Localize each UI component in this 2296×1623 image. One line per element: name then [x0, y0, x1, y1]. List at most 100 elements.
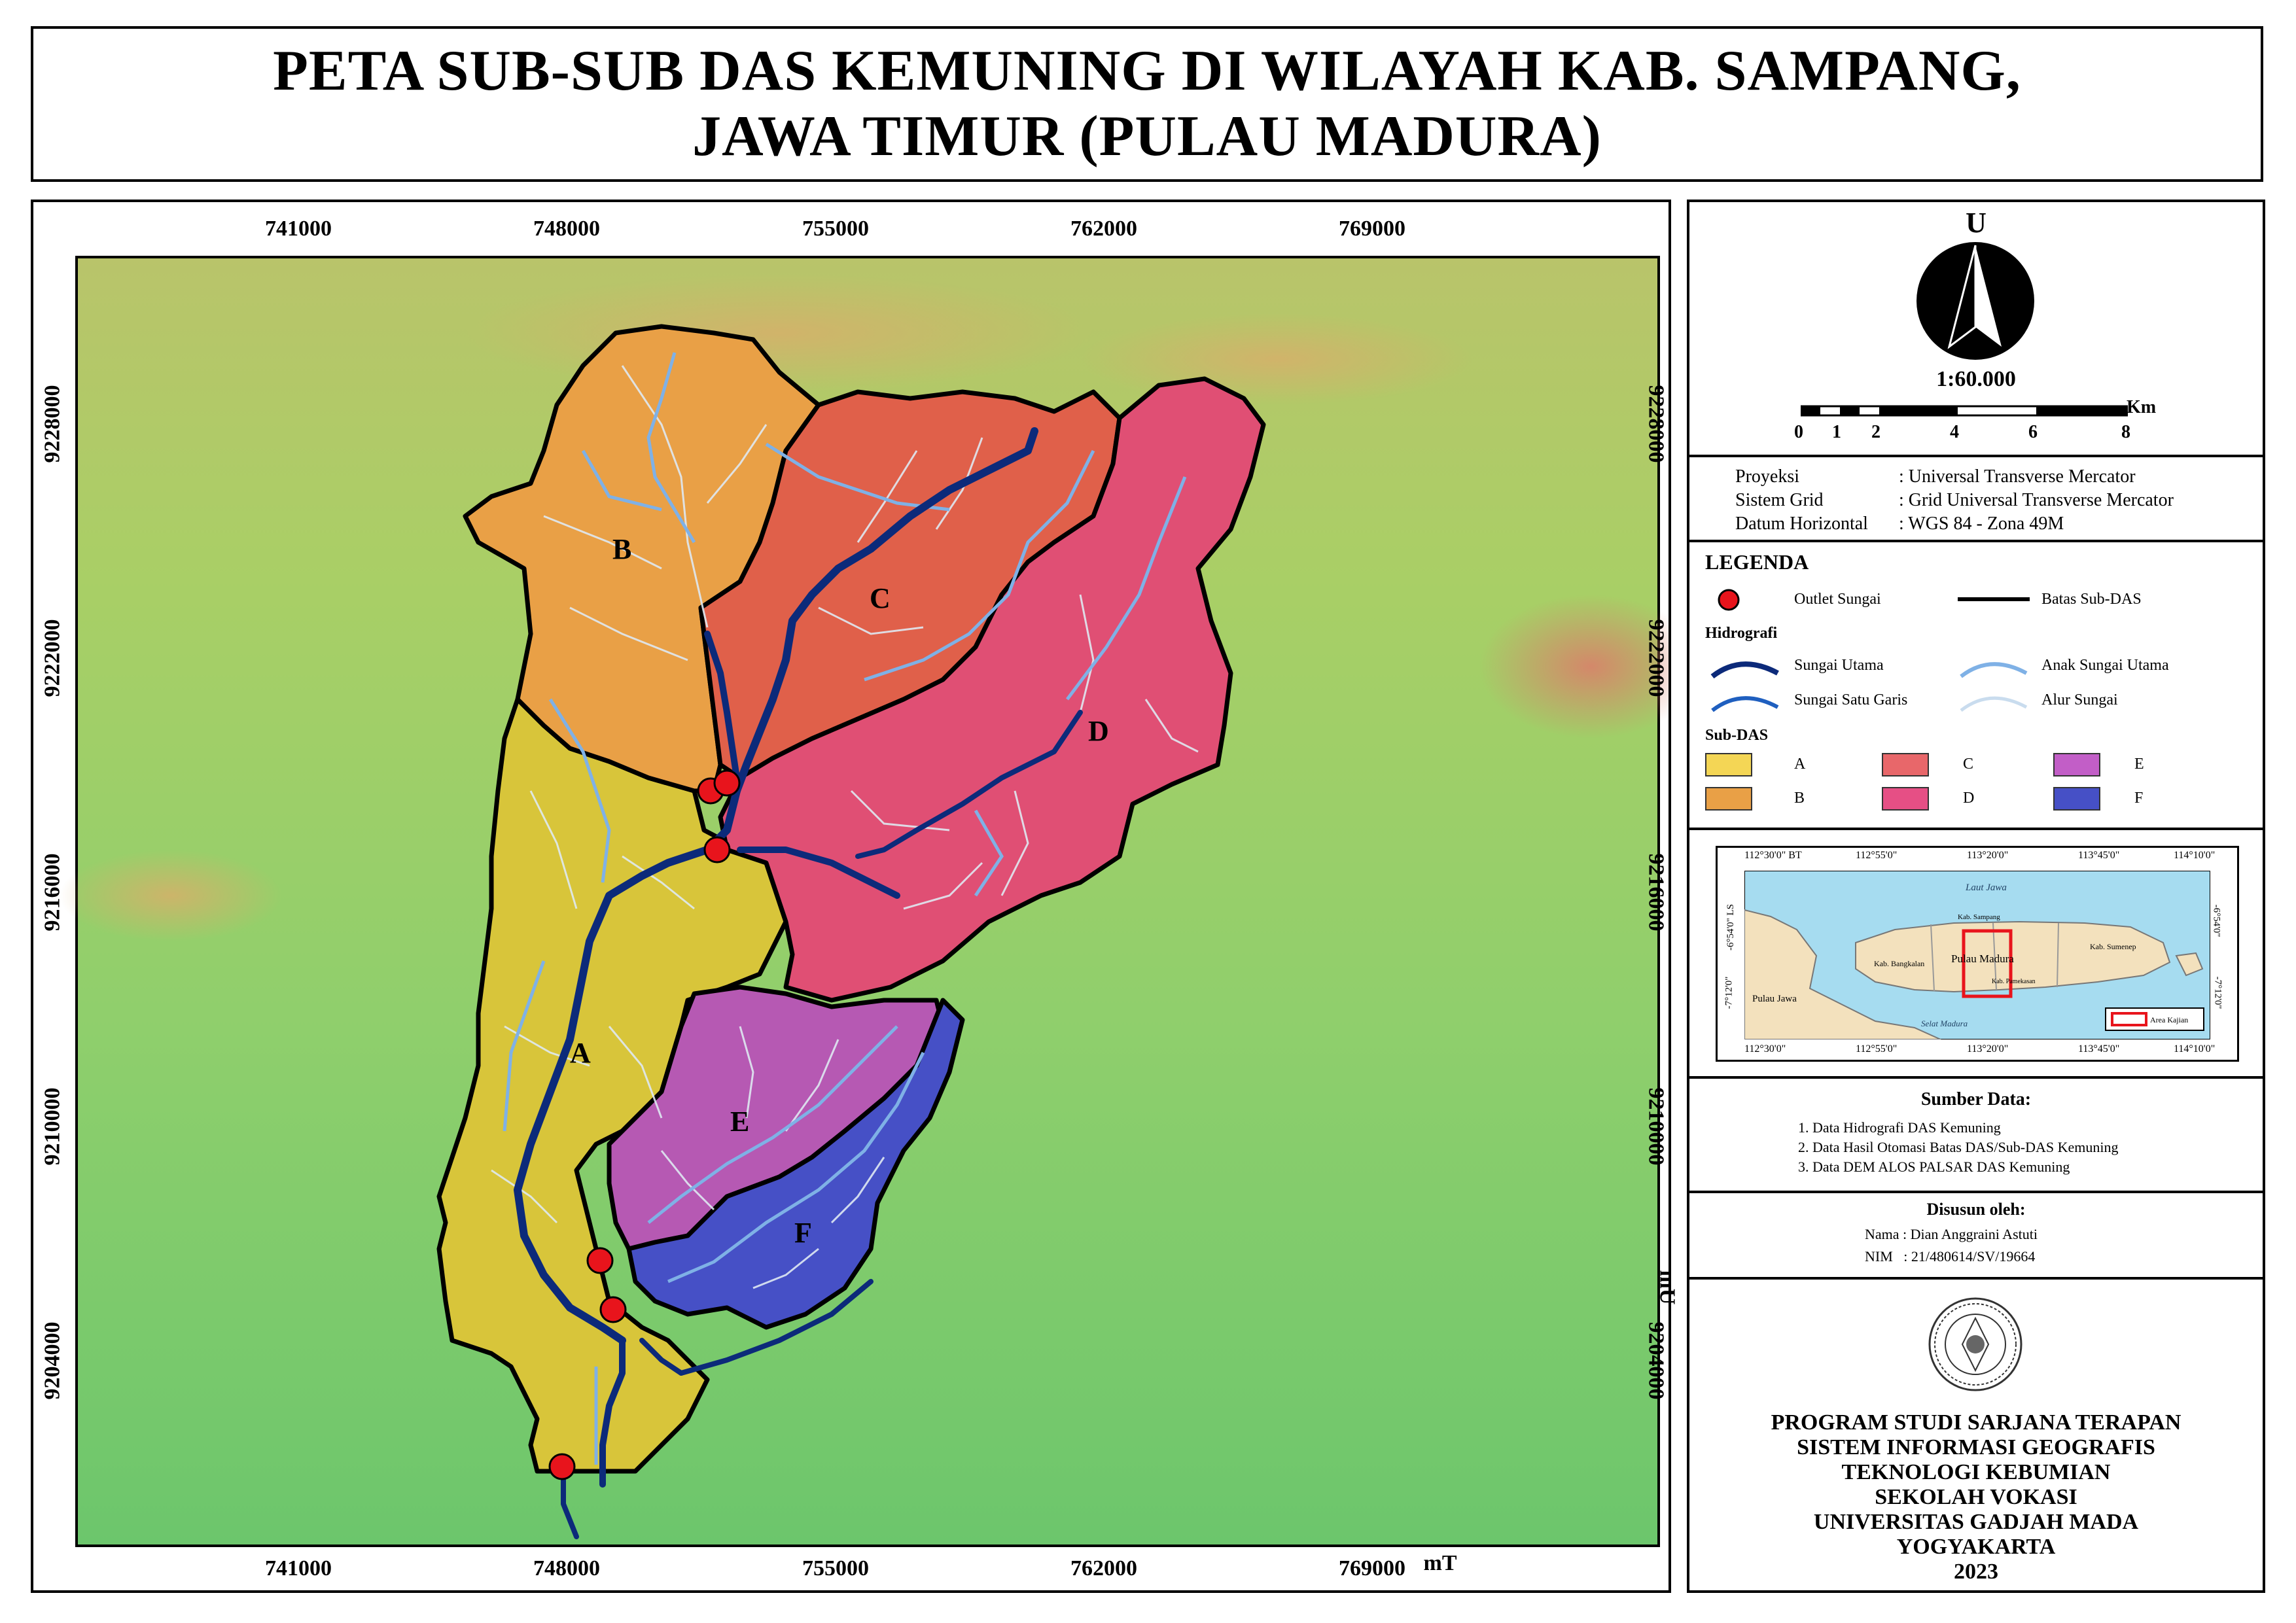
subdas-swatch-f — [2053, 787, 2100, 811]
subdas-label-e: E — [730, 1106, 749, 1138]
sources-title: Sumber Data: — [1920, 1089, 2032, 1109]
x-tick-bottom: 748000 — [533, 1556, 600, 1580]
inset-frame — [1716, 846, 2239, 1062]
legend-hydro-label: Sungai Utama — [1794, 657, 1884, 674]
author-panel: Disusun oleh: Nama : Dian Anggraini Astu… — [1689, 1193, 2263, 1280]
subdas-swatch-d — [1882, 787, 1929, 811]
source-item: 2. Data Hasil Otomasi Batas DAS/Sub-DAS … — [1798, 1139, 2119, 1155]
anak-sungai-legend-icon — [1960, 662, 2028, 678]
outlet-point — [713, 769, 741, 797]
inset-label-laut-jawa: Laut Jawa — [1965, 882, 2007, 893]
subdas-label-a: A — [570, 1037, 591, 1069]
inset-label-madura: Pulau Madura — [1951, 952, 2014, 965]
inset-bottom-tick: 112°30'0" — [1744, 1043, 1786, 1055]
projection-key: Datum Horizontal — [1735, 514, 1868, 534]
title-box: PETA SUB-SUB DAS KEMUNING DI WILAYAH KAB… — [31, 26, 2263, 182]
scale-ratio: 1:60.000 — [1936, 367, 2016, 391]
institution-line: PROGRAM STUDI SARJANA TERAPAN — [1771, 1410, 2181, 1435]
dem-highland — [60, 850, 282, 941]
scale-label: 6 — [2028, 422, 2038, 442]
subdas-label-d: D — [1088, 715, 1109, 747]
outlet-point — [703, 836, 731, 864]
outlet-point — [548, 1453, 576, 1480]
legend-subdas-label: E — [2134, 756, 2144, 773]
legend-hydro-label: Anak Sungai Utama — [2041, 657, 2169, 674]
legend-subdas-label: A — [1794, 756, 1806, 773]
alur-sungai-legend-icon — [1960, 696, 2028, 712]
hydro-title: Hidrografi — [1705, 625, 1778, 642]
outlet-points — [548, 769, 741, 1480]
author-nim: NIM : 21/480614/SV/19664 — [1865, 1248, 2036, 1265]
subdas-legend-title: Sub-DAS — [1705, 727, 1769, 744]
y-unit-label: mU — [1655, 1270, 1680, 1305]
legend-title: LEGENDA — [1705, 550, 1809, 574]
alur-sungai-network — [491, 365, 1199, 1289]
subdas-label-f: F — [794, 1217, 812, 1249]
sungai-utama-network — [514, 427, 1083, 1539]
scale-label: 4 — [1950, 422, 1959, 442]
institution-line: UNIVERSITAS GADJAH MADA — [1813, 1510, 2139, 1534]
subdas-swatch-b — [1705, 787, 1752, 811]
dem-highland — [1479, 595, 1669, 739]
inset-label-bangkalan: Kab. Bangkalan — [1874, 959, 1924, 968]
sources-panel: Sumber Data: 1. Data Hidrografi DAS Kemu… — [1689, 1079, 2263, 1193]
x-tick-bottom: 755000 — [802, 1556, 869, 1580]
inset-bottom-tick: 114°10'0" — [2174, 1043, 2216, 1055]
subdas-polygon-a — [436, 697, 788, 1474]
scale-label: 1 — [1832, 422, 1841, 442]
x-tick-top: 741000 — [265, 217, 332, 241]
projection-panel: Proyeksi : Universal Transverse Mercator… — [1689, 457, 2263, 542]
inset-bottom-tick: 113°20'0" — [1967, 1043, 2009, 1055]
inset-right-tick: -7°12'0" — [2212, 976, 2223, 1009]
y-tick-left: 9228000 — [40, 385, 65, 463]
institution-line: SEKOLAH VOKASI — [1875, 1485, 2077, 1509]
scale-label: 8 — [2121, 422, 2130, 442]
inset-bottom-tick: 112°55'0" — [1856, 1043, 1898, 1055]
x-tick-top: 762000 — [1070, 217, 1137, 241]
inset-label-pamekasan: Kab. Pamekasan — [1992, 978, 2036, 985]
inset-right-tick: -6°54'0" — [2211, 904, 2222, 937]
inset-top-tick: 114°10'0" — [2174, 850, 2216, 861]
inset-panel: Laut Jawa Kab. Sampang Pulau Madura Kab.… — [1689, 830, 2263, 1079]
side-panel: U 1:60.000 Km 0 1 2 4 6 8 Proyeksi : Uni… — [1687, 200, 2265, 1593]
legend-panel: LEGENDA Outlet Sungai Batas Sub-DAS Hidr… — [1689, 542, 2263, 830]
x-unit-label: mT — [1423, 1551, 1457, 1575]
y-tick-right: 9204000 — [1644, 1321, 1669, 1400]
map-title-line-1: PETA SUB-SUB DAS KEMUNING DI WILAYAH KAB… — [273, 39, 2021, 103]
subdas-swatch-a — [1705, 753, 1752, 777]
y-tick-right: 9210000 — [1644, 1087, 1669, 1166]
sungai-satu-garis-legend-icon — [1711, 696, 1779, 712]
inset-map[interactable]: Laut Jawa Kab. Sampang Pulau Madura Kab.… — [1744, 871, 2210, 1039]
map-title-line-2: JAWA TIMUR (PULAU MADURA) — [692, 105, 1602, 168]
map-frame: A B C D E F 741000 748000 755000 762000 … — [31, 200, 1679, 1593]
y-tick-right: 9228000 — [1644, 385, 1669, 463]
ugm-seal-icon — [1928, 1297, 2022, 1391]
y-tick-left: 9222000 — [40, 619, 65, 697]
x-tick-bottom: 741000 — [265, 1556, 332, 1580]
main-map[interactable]: A B C D E F — [33, 202, 1669, 1590]
x-tick-bottom: 762000 — [1070, 1556, 1137, 1580]
anak-sungai-network — [503, 352, 1187, 1465]
x-tick-top: 755000 — [802, 217, 869, 241]
subdas-label-b: B — [612, 533, 631, 565]
author-name: Nama : Dian Anggraini Astuti — [1865, 1226, 2038, 1242]
scale-bar — [1801, 405, 2128, 417]
inset-label-selat: Selat Madura — [1921, 1019, 1968, 1028]
inset-label-sumenep: Kab. Sumenep — [2090, 942, 2136, 951]
legend-subdas-label: D — [1963, 790, 1975, 807]
inset-top-tick: 113°20'0" — [1967, 850, 2009, 861]
subdas-polygon-f — [626, 998, 965, 1330]
inset-bottom-tick: 113°45'0" — [2078, 1043, 2120, 1055]
inset-top-tick: 112°30'0" BT — [1744, 850, 1802, 861]
legend-subdas-label: F — [2134, 790, 2144, 807]
projection-value: : Grid Universal Transverse Mercator — [1899, 490, 2174, 510]
legend-outlet-label: Outlet Sungai — [1794, 591, 1881, 608]
inset-left-tick: -6°54'0" LS — [1725, 903, 1737, 951]
source-item: 1. Data Hidrografi DAS Kemuning — [1798, 1119, 2001, 1136]
dem-highland — [1080, 313, 1473, 405]
institution-line: SISTEM INFORMASI GEOGRAFIS — [1797, 1435, 2155, 1459]
boundary-legend-icon — [1958, 597, 2030, 601]
inset-island — [2175, 952, 2204, 977]
subdas-label-c: C — [870, 582, 891, 614]
subdas-swatch-c — [1882, 753, 1929, 777]
